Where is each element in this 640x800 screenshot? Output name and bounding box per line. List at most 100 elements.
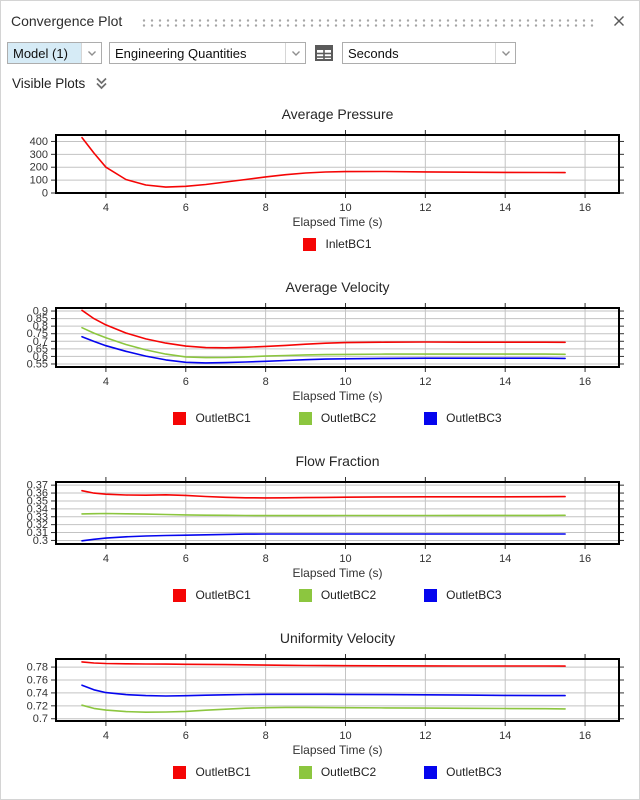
x-tick-label: 14 [499,730,511,742]
y-tick-label: 0.76 [27,674,48,686]
toolbar: Model (1) Engineering Quantities Seconds [1,34,639,64]
x-tick-label: 10 [339,202,351,214]
legend-swatch [173,765,187,779]
x-tick-label: 10 [339,553,351,565]
double-chevron-down-icon [96,77,107,90]
y-tick-label: 0.3 [33,535,48,547]
chart-title: Uniformity Velocity [279,630,396,646]
series-line-OutletBC3 [81,533,566,542]
y-tick-label: 0.85 [27,313,48,325]
y-tick-label: 0.78 [27,662,48,674]
y-tick-label: 0 [42,188,48,200]
x-tick-label: 8 [263,202,269,214]
legend-label: OutletBC2 [320,411,377,425]
legend-item-OutletBC1: OutletBC1 [173,765,251,779]
x-tick-label: 6 [183,553,189,565]
legend-item-OutletBC2: OutletBC2 [298,411,377,425]
legend-item-OutletBC3: OutletBC3 [424,411,502,425]
x-tick-label: 6 [183,376,189,388]
x-tick-label: 12 [419,730,431,742]
x-tick-label: 6 [183,202,189,214]
quantity-select-value: Engineering Quantities [115,45,247,61]
y-tick-label: 0.34 [27,503,48,515]
x-tick-label: 16 [579,202,591,214]
quantity-select[interactable]: Engineering Quantities [109,42,306,64]
y-tick-label: 0.55 [27,358,48,370]
chevron-down-icon [285,43,305,63]
legend-swatch [424,588,438,602]
x-tick-label: 4 [103,730,109,742]
legend-swatch [298,411,312,425]
drag-handle[interactable] [140,17,597,27]
panel-titlebar: Convergence Plot [1,1,639,34]
chart-legend: OutletBC1 OutletBC2 OutletBC3 [56,764,619,780]
panel-title: Convergence Plot [11,13,123,29]
x-tick-label: 4 [103,202,109,214]
y-tick-label: 0.32 [27,519,48,531]
data-table-button[interactable] [313,42,335,64]
y-tick-label: 0.37 [27,480,48,492]
y-tick-label: 300 [30,149,48,161]
plot-frame [55,658,620,722]
series-line-OutletBC1 [81,309,566,349]
y-tick-label: 0.65 [27,343,48,355]
chart-legend: OutletBC1 OutletBC2 OutletBC3 [56,587,619,603]
legend-item-OutletBC3: OutletBC3 [424,588,502,602]
x-tick-label: 10 [339,730,351,742]
legend-swatch [298,588,312,602]
legend-item-OutletBC2: OutletBC2 [298,765,376,779]
legend-item-OutletBC3: OutletBC3 [424,765,502,779]
chart-x-axis-label: Elapsed Time (s) [292,743,383,757]
x-tick-label: 4 [103,376,109,388]
legend-swatch [303,237,317,251]
x-tick-label: 6 [183,730,189,742]
series-line-OutletBC1 [81,661,566,667]
chart-legend: InletBC1 [56,236,619,252]
series-line-OutletBC3 [81,335,566,364]
series-line-OutletBC2 [81,326,566,359]
y-tick-label: 0.8 [33,321,48,333]
chart-title: Flow Fraction [295,453,380,469]
chart-x-axis-label: Elapsed Time (s) [292,215,383,229]
legend-item-OutletBC1: OutletBC1 [173,588,251,602]
model-select[interactable]: Model (1) [7,42,102,64]
chart-x-axis-label: Elapsed Time (s) [292,566,383,580]
y-tick-label: 0.74 [27,687,48,699]
x-tick-label: 8 [263,730,269,742]
chart-average-velocity: Average Velocity 0.55 0.6 0.65 0.7 0.75 0.8 0.… [1,278,639,426]
chevron-down-icon [495,43,515,63]
visible-plots-toggle[interactable]: Visible Plots [1,64,639,91]
chart-x-axis-label: Elapsed Time (s) [292,389,383,403]
y-tick-label: 0.31 [27,527,48,539]
chart-legend: OutletBC1 OutletBC2 OutletBC3 [56,410,619,426]
legend-swatch [173,588,187,602]
chart-canvas: 0.70.720.740.760.78 4 6 8 10 12 14 16 [27,654,624,742]
legend-label: OutletBC3 [446,411,502,425]
x-tick-label: 10 [339,376,351,388]
x-tick-label: 4 [103,553,109,565]
chart-plot-area: 0 100 200 300 400 4 6 8 10 12 14 16 [1,129,639,215]
legend-label: OutletBC1 [195,588,251,602]
series-line-OutletBC1 [81,489,566,499]
legend-item-InletBC1: InletBC1 [303,237,372,251]
y-tick-label: 100 [30,175,48,187]
y-tick-label: 400 [30,136,48,148]
chart-uniformity-velocity: Uniformity Velocity 0.7 0.72 0.74 0.76 0.78 4… [1,629,639,780]
time-unit-select[interactable]: Seconds [342,42,516,64]
time-unit-select-value: Seconds [348,45,399,61]
series-line-InletBC1 [81,136,566,188]
y-tick-label: 0.7 [33,713,48,725]
y-tick-label: 0.7 [33,336,48,348]
legend-label: OutletBC3 [446,765,502,779]
legend-swatch [173,411,187,425]
model-select-value: Model (1) [8,43,81,63]
x-tick-label: 12 [419,202,431,214]
y-tick-label: 0.33 [27,511,48,523]
legend-swatch [424,411,438,425]
x-tick-label: 16 [579,553,591,565]
chart-plot-area: 0.55 0.6 0.65 0.7 0.75 0.8 0.85 0.9 4 6 8 10 12 14 16 [1,302,639,389]
y-tick-label: 0.6 [33,351,48,363]
close-icon[interactable] [611,13,627,29]
chart-title: Average Velocity [285,279,390,295]
